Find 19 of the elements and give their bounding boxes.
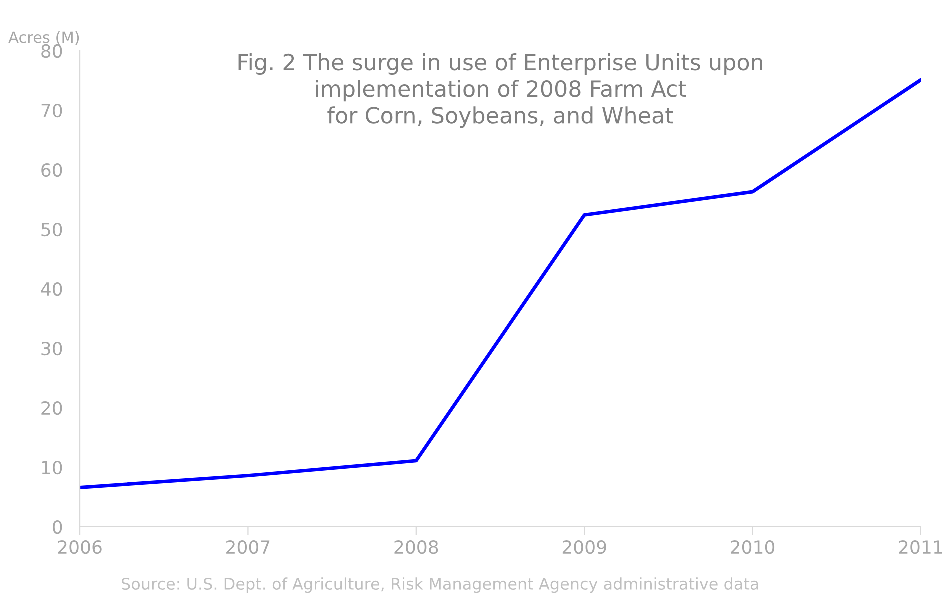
y-tick-label: 10 [42,460,62,475]
y-tick-label: 40 [41,282,62,296]
y-axis-title: Acres (M) [8,31,80,46]
text: Fig. 2 The surge in use of Enterprise Units upon implementation of 2008 Farm Act for Corn, Soybeans, and Wheat [238,54,762,128]
y-tick-label: 30 [42,342,62,356]
x-tick-label: 2010 [731,540,775,554]
x-tick-label: 2009 [562,540,606,554]
x-tick-label: 2008 [394,540,438,554]
x-tick-label: 2011 [899,540,942,554]
y-tick-label: 60 [42,163,62,178]
y-tick-label: 80 [42,44,62,58]
y-tick-label: 20 [42,401,62,416]
source-note: Source: U.S. Dept. of Agriculture, Risk Management Agency administrative data [122,578,758,594]
y-tick-label: 50 [42,222,62,237]
y-tick-label: 0 [53,520,62,534]
line-series [80,78,921,490]
y-tick-label: 70 [42,104,62,118]
x-tick-label: 2007 [226,540,270,554]
x-tick-label: 2006 [58,540,102,554]
